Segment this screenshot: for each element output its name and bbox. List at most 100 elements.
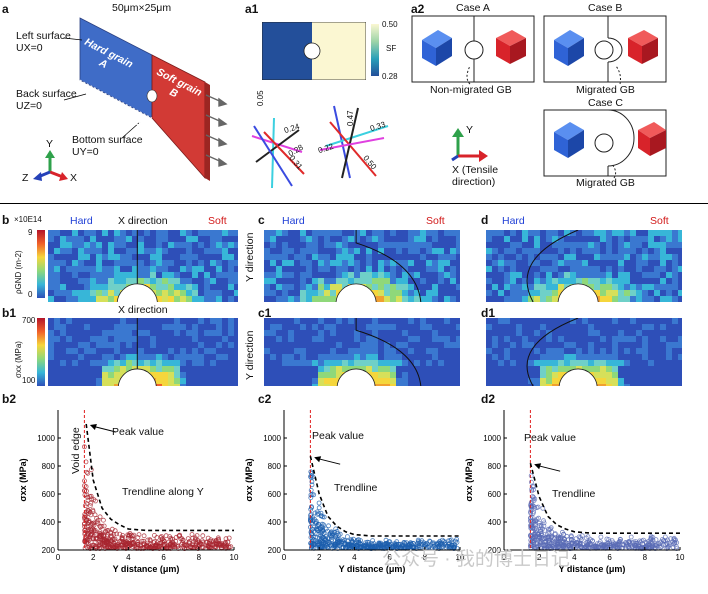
data-point [88, 532, 94, 538]
sf-colorbar-min: 0.28 [382, 72, 398, 81]
data-point [376, 544, 382, 550]
rho-colorbar [37, 230, 45, 298]
data-point [163, 533, 169, 539]
map-b [48, 230, 238, 302]
data-point [147, 537, 153, 543]
data-point [557, 536, 563, 541]
y-direction-label-c1: Y direction [244, 330, 256, 380]
data-point [88, 512, 94, 518]
scatter-points [82, 444, 234, 552]
peak-arrowhead [534, 463, 542, 470]
c2-trend-annotation: Trendline [334, 482, 378, 494]
data-point [320, 529, 325, 535]
data-point [333, 526, 339, 532]
data-point [383, 542, 389, 548]
panel-label-a2: a2 [411, 2, 425, 16]
data-point [427, 539, 433, 545]
data-point [425, 544, 430, 550]
data-point [436, 543, 442, 549]
angle-label-5: 0.47 [346, 110, 355, 126]
data-point [321, 540, 326, 546]
data-point [311, 492, 317, 498]
data-point [203, 543, 209, 549]
panel-label-c1: c1 [258, 306, 272, 320]
b2-trend-annotation: Trendline along Y [122, 486, 204, 498]
data-point [120, 533, 126, 538]
data-point [552, 544, 557, 550]
data-point [312, 538, 318, 543]
data-point [528, 473, 534, 479]
x-tick-label: 8 [643, 553, 648, 562]
y-tick-label: 1000 [263, 434, 281, 443]
data-point [653, 537, 659, 543]
peak-arrowhead [314, 456, 322, 463]
y-tick-label: 200 [42, 546, 56, 555]
b2-void-annotation: Void edge [70, 427, 82, 474]
void-circle [557, 283, 599, 302]
rho-colorbar-scale: ×10E14 [14, 215, 42, 224]
data-point [99, 532, 105, 538]
sigma-colorbar-min: 100 [22, 376, 36, 385]
data-point [93, 535, 99, 541]
x-tick-label: 4 [352, 553, 357, 562]
y-tick-label: 400 [268, 518, 282, 527]
peak-arrow [316, 457, 341, 465]
data-point [657, 544, 663, 550]
data-point [674, 546, 679, 552]
data-point [661, 542, 667, 548]
data-point [326, 523, 331, 529]
data-point [650, 543, 655, 549]
case-b-title: Case B [588, 2, 623, 14]
data-point [549, 534, 554, 540]
data-point [148, 544, 154, 550]
x-tick-label: 0 [56, 553, 61, 562]
data-point [99, 523, 105, 529]
void-circle [336, 368, 376, 386]
x-tick-label: 8 [423, 553, 428, 562]
data-point [358, 542, 364, 547]
data-point [141, 538, 147, 544]
data-point [531, 487, 536, 493]
data-point [529, 479, 534, 485]
data-point [531, 495, 536, 500]
x-tick-label: 4 [126, 553, 131, 562]
data-point [401, 539, 407, 545]
data-point [125, 535, 131, 541]
data-point [572, 543, 578, 549]
data-point [597, 539, 603, 545]
left-surface-label: Left surface UX=0 [16, 30, 71, 54]
data-point [195, 537, 201, 543]
hard-cube-icon [422, 30, 452, 66]
x-tick-label: 2 [537, 553, 542, 562]
data-point [398, 544, 404, 550]
data-point [88, 500, 94, 506]
section-divider [0, 203, 708, 204]
data-point [153, 544, 159, 550]
hard-label-c: Hard [282, 215, 305, 227]
data-point [110, 544, 115, 550]
data-point [222, 542, 228, 548]
case-c-box [543, 109, 667, 179]
data-point [177, 532, 183, 538]
data-point [131, 532, 137, 538]
x-tick-label: 0 [502, 553, 507, 562]
data-point [534, 544, 539, 550]
map-d [486, 230, 682, 302]
b2-peak-annotation: Peak value [112, 426, 164, 438]
soft-cube-icon [496, 30, 526, 64]
data-point [90, 509, 96, 514]
data-point [633, 542, 639, 548]
data-point [189, 532, 195, 537]
data-point [529, 486, 535, 492]
data-point [91, 497, 97, 502]
data-point [84, 469, 90, 475]
data-point [546, 530, 552, 536]
data-point [531, 504, 537, 510]
y-axis-label: σxx (MPa) [244, 458, 254, 501]
data-point [145, 537, 151, 543]
data-point [136, 532, 142, 538]
data-point [630, 540, 636, 546]
data-point [610, 540, 616, 546]
data-point [449, 539, 455, 545]
data-point [332, 541, 338, 547]
